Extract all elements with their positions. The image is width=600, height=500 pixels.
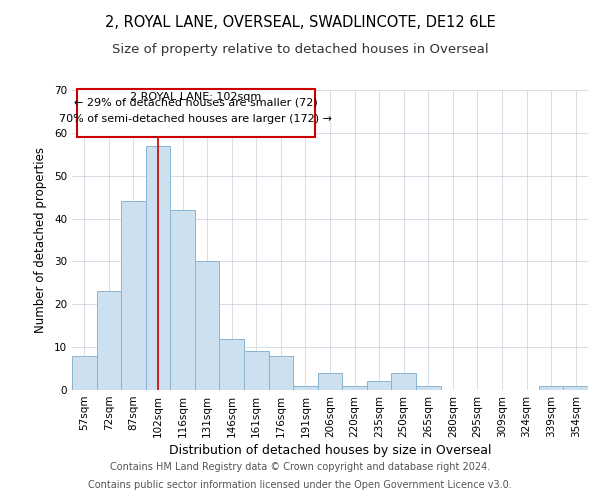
Bar: [367, 382, 391, 390]
Text: 70% of semi-detached houses are larger (172) →: 70% of semi-detached houses are larger (…: [59, 114, 332, 124]
Bar: [318, 373, 342, 390]
Bar: [269, 356, 293, 390]
Text: Contains public sector information licensed under the Open Government Licence v3: Contains public sector information licen…: [88, 480, 512, 490]
Bar: [563, 386, 588, 390]
Bar: [244, 352, 269, 390]
Bar: [97, 292, 121, 390]
Text: Size of property relative to detached houses in Overseal: Size of property relative to detached ho…: [112, 42, 488, 56]
Bar: [342, 386, 367, 390]
Bar: [416, 386, 440, 390]
Bar: [391, 373, 416, 390]
Y-axis label: Number of detached properties: Number of detached properties: [34, 147, 47, 333]
Text: ← 29% of detached houses are smaller (72): ← 29% of detached houses are smaller (72…: [74, 97, 318, 107]
Text: Contains HM Land Registry data © Crown copyright and database right 2024.: Contains HM Land Registry data © Crown c…: [110, 462, 490, 472]
Text: 2 ROYAL LANE: 102sqm: 2 ROYAL LANE: 102sqm: [130, 92, 262, 102]
Bar: [170, 210, 195, 390]
Bar: [293, 386, 318, 390]
FancyBboxPatch shape: [77, 88, 314, 136]
Bar: [220, 338, 244, 390]
Bar: [121, 202, 146, 390]
Bar: [539, 386, 563, 390]
Text: 2, ROYAL LANE, OVERSEAL, SWADLINCOTE, DE12 6LE: 2, ROYAL LANE, OVERSEAL, SWADLINCOTE, DE…: [104, 15, 496, 30]
Bar: [146, 146, 170, 390]
Bar: [195, 262, 220, 390]
Bar: [72, 356, 97, 390]
X-axis label: Distribution of detached houses by size in Overseal: Distribution of detached houses by size …: [169, 444, 491, 457]
